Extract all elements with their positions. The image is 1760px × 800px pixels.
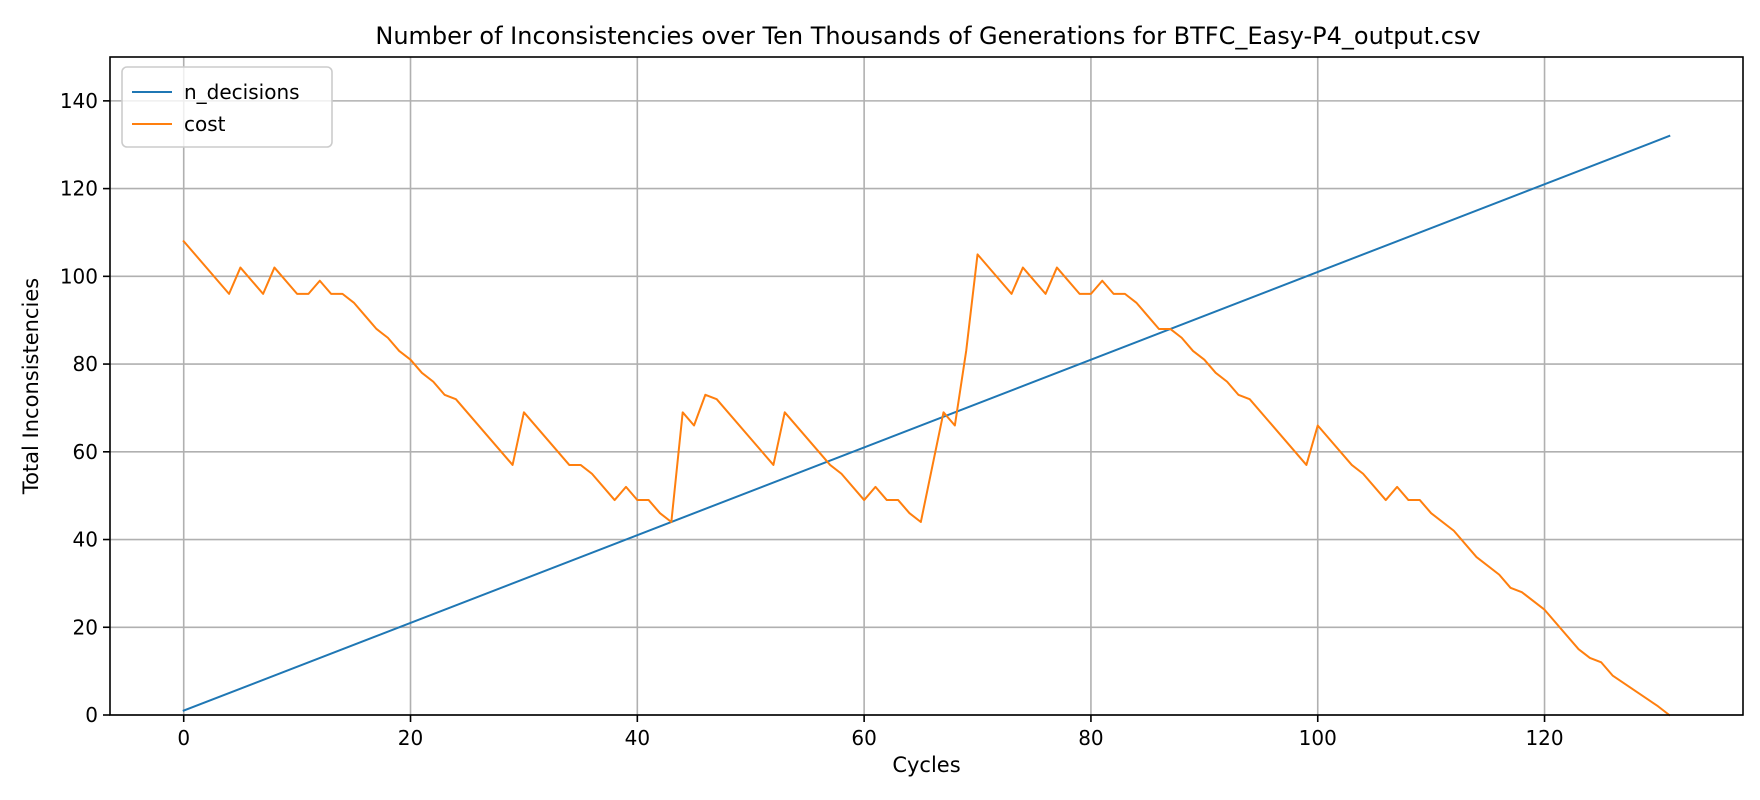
x-tick-label: 60 [851,726,876,750]
x-tick-label: 20 [398,726,423,750]
y-tick-label: 100 [60,264,98,288]
x-axis-title: Cycles [892,753,960,777]
y-axis: 0 20 40 60 80 100 120 140 [60,89,110,727]
plot-series [182,134,1671,717]
x-tick-label: 0 [177,726,190,750]
y-axis-title: Total Inconsistencies [19,278,43,495]
y-tick-label: 140 [60,89,98,113]
x-tick-label: 100 [1299,726,1337,750]
legend-label: n_decisions [184,80,300,104]
y-tick-label: 80 [73,352,98,376]
x-tick-label: 120 [1525,726,1563,750]
legend-label: cost [184,112,226,136]
grid [110,57,1743,716]
y-tick-label: 60 [73,440,98,464]
plot-frame [109,56,1744,716]
legend-box [121,66,333,148]
y-tick-label: 120 [60,177,98,201]
chart-title: Number of Inconsistencies over Ten Thous… [375,22,1480,50]
x-axis: 0 20 40 60 80 100 120 [177,715,1564,750]
y-tick-label: 0 [85,703,98,727]
x-tick-label: 80 [1078,726,1103,750]
series-line-cost [182,239,1671,717]
series-line-n-decisions [182,134,1671,712]
y-tick-label: 40 [73,528,98,552]
x-tick-label: 40 [625,726,650,750]
y-tick-label: 20 [73,615,98,639]
